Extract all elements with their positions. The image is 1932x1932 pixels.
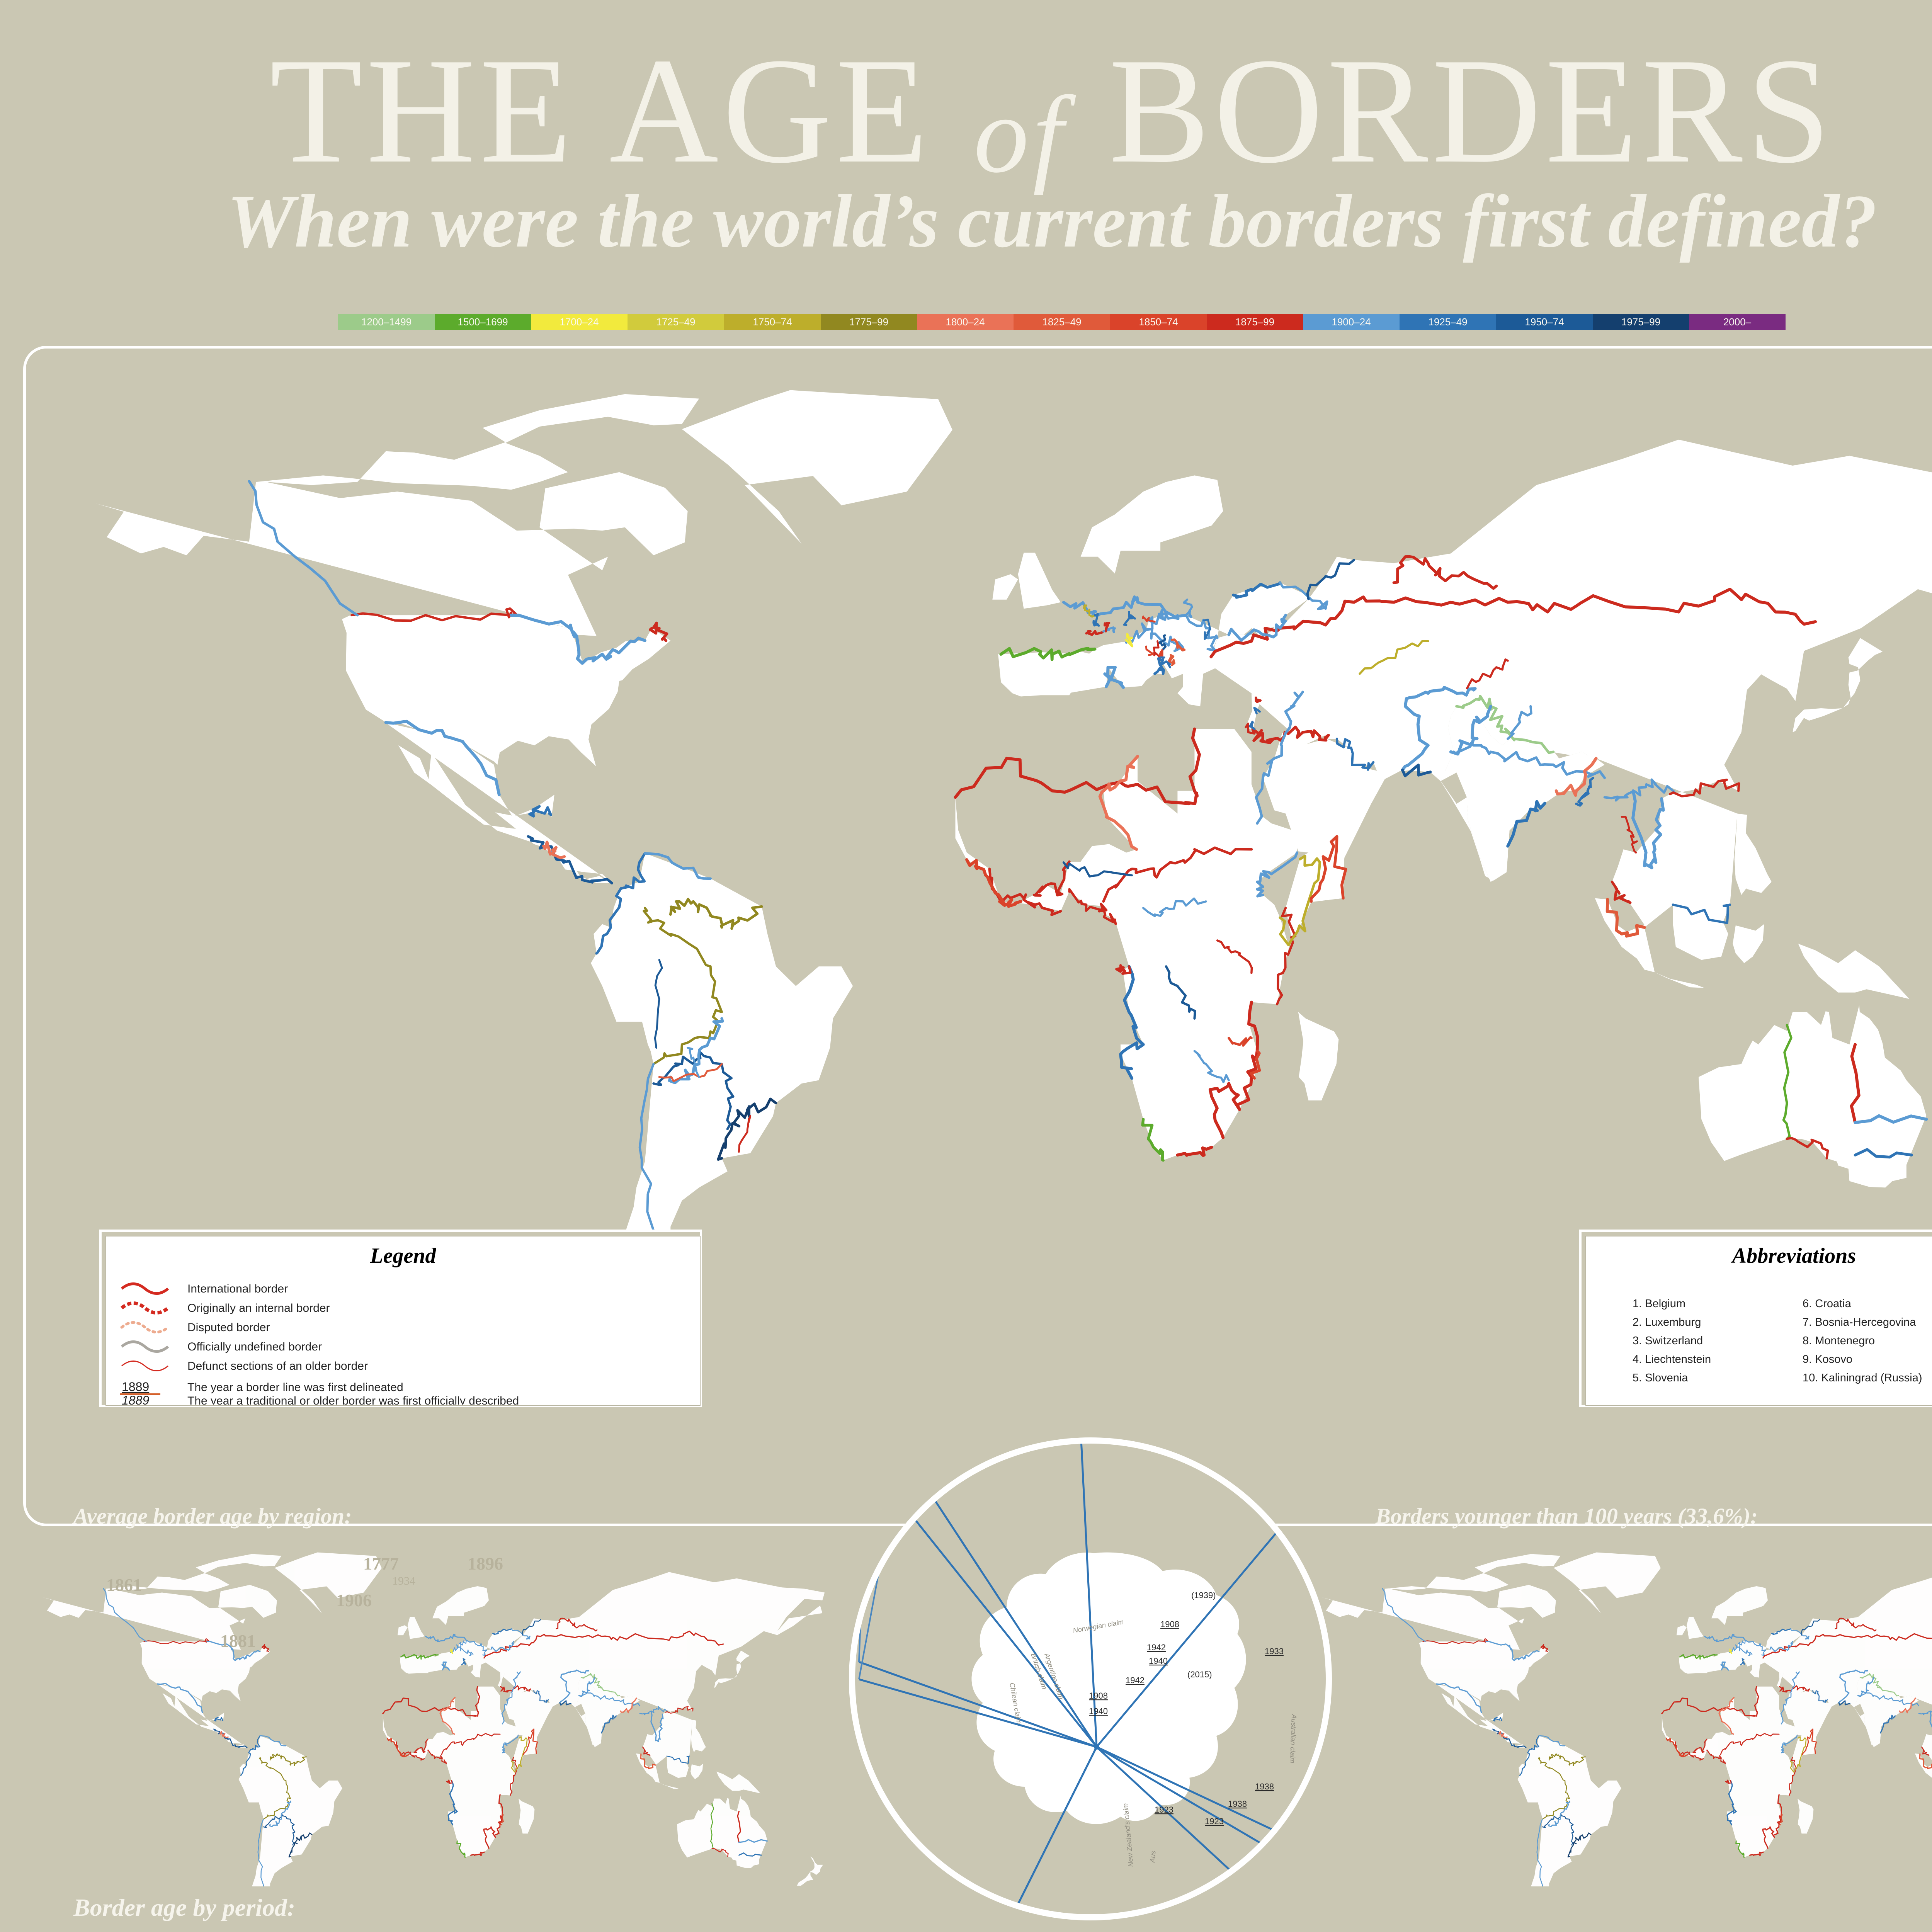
south_america — [239, 1736, 342, 1886]
madagascar — [519, 1799, 534, 1834]
svg-text:(1939): (1939) — [1191, 1590, 1216, 1600]
asia — [484, 1572, 825, 1783]
svg-text:1940: 1940 — [1089, 1706, 1108, 1716]
japan — [714, 1651, 750, 1688]
svg-text:1889: 1889 — [122, 1380, 149, 1394]
ireland — [398, 1625, 408, 1635]
north_america — [1321, 1554, 1560, 1701]
svg-text:1923: 1923 — [1155, 1805, 1173, 1815]
svg-text:Australian claim: Australian claim — [1289, 1714, 1298, 1764]
svg-text:Officially undefined border: Officially undefined border — [187, 1340, 322, 1353]
svg-text:International border: International border — [187, 1282, 288, 1295]
philippines — [691, 1720, 706, 1752]
madagascar — [1798, 1799, 1813, 1834]
australia — [677, 1796, 767, 1868]
north_america — [43, 1554, 281, 1701]
svg-text:Defunct sections of an older b: Defunct sections of an older border — [187, 1360, 368, 1372]
svg-text:French claim: French claim — [1267, 1831, 1293, 1869]
svg-text:1938: 1938 — [1228, 1799, 1247, 1809]
svg-text:1908: 1908 — [1089, 1691, 1108, 1701]
asia — [1763, 1572, 1932, 1783]
svg-text:1942: 1942 — [1126, 1675, 1145, 1685]
newzealand — [797, 1857, 823, 1886]
uk — [408, 1617, 425, 1639]
png — [716, 1772, 760, 1794]
svg-text:1940: 1940 — [1149, 1656, 1168, 1666]
scandinavia — [1711, 1586, 1768, 1625]
svg-text:1908: 1908 — [1160, 1619, 1179, 1629]
svg-text:1933: 1933 — [1265, 1646, 1284, 1656]
java — [660, 1783, 679, 1789]
svg-text:1942: 1942 — [1147, 1643, 1166, 1652]
uk — [1687, 1617, 1704, 1639]
scandinavia — [432, 1586, 489, 1625]
svg-text:1938: 1938 — [1255, 1782, 1274, 1791]
svg-text:1923: 1923 — [1205, 1816, 1224, 1826]
svg-text:Aus: Aus — [1148, 1850, 1157, 1864]
svg-text:Disputed border: Disputed border — [187, 1321, 270, 1334]
svg-text:1889: 1889 — [122, 1393, 149, 1405]
svg-text:Originally an internal border: Originally an internal border — [187, 1302, 330, 1315]
svg-text:(2015): (2015) — [1187, 1670, 1212, 1679]
south_america — [1518, 1736, 1621, 1886]
svg-text:The year a traditional or olde: The year a traditional or older border w… — [187, 1395, 519, 1405]
sulawesi — [690, 1764, 703, 1779]
ireland — [1677, 1625, 1687, 1635]
svg-text:The year a border line was fir: The year a border line was first delinea… — [187, 1381, 403, 1394]
greenland — [1554, 1553, 1661, 1613]
